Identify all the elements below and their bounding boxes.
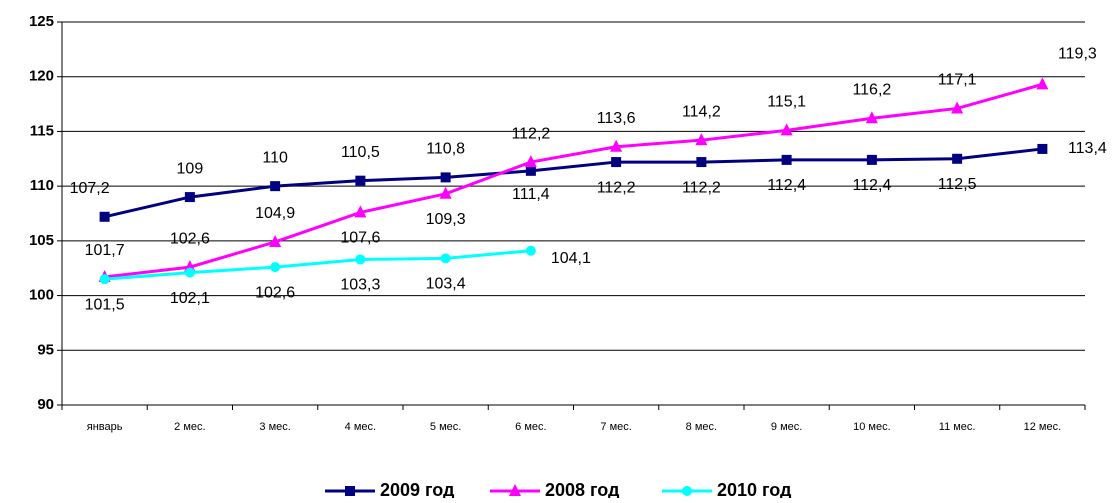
y-tick-label: 90 — [37, 396, 54, 413]
marker-square — [1037, 143, 1048, 154]
value-label: 112,4 — [767, 177, 806, 194]
marker-triangle — [509, 484, 521, 496]
marker-square — [99, 211, 110, 222]
value-label: 110 — [262, 149, 288, 166]
marker-triangle — [610, 139, 623, 152]
x-tick-label: 2 мес. — [174, 421, 205, 433]
y-tick-label: 105 — [29, 232, 54, 249]
marker-triangle — [524, 155, 537, 168]
marker-circle — [355, 254, 366, 265]
value-label: 116,2 — [852, 82, 891, 99]
x-tick-label: 8 мес. — [686, 421, 717, 433]
marker-square — [611, 157, 622, 168]
marker-triangle — [951, 101, 964, 114]
legend-label: 2010 год — [717, 480, 792, 498]
value-label: 102,6 — [255, 284, 295, 301]
value-label: 112,4 — [852, 177, 891, 194]
value-label: 110,5 — [341, 144, 380, 161]
value-label: 101,7 — [85, 242, 125, 259]
y-tick-label: 100 — [29, 287, 54, 304]
value-label: 112,2 — [511, 125, 550, 142]
marker-triangle — [269, 234, 282, 247]
value-label: 109 — [177, 160, 204, 177]
marker-square — [696, 157, 707, 168]
marker-square — [184, 192, 195, 203]
value-label: 114,2 — [682, 103, 721, 120]
value-label: 119,3 — [1058, 46, 1097, 63]
x-tick-label: 3 мес. — [259, 421, 290, 433]
value-label: 104,9 — [255, 205, 295, 222]
value-label: 101,5 — [85, 296, 125, 313]
value-label: 115,1 — [767, 94, 806, 111]
value-label: 112,5 — [938, 176, 977, 193]
legend-label: 2009 год — [380, 480, 455, 498]
x-tick-label: 12 мес. — [1024, 421, 1062, 433]
y-tick-label: 110 — [30, 177, 54, 194]
marker-circle — [270, 262, 281, 273]
y-tick-label: 95 — [37, 341, 54, 358]
marker-circle — [682, 486, 692, 496]
value-label: 102,1 — [170, 290, 210, 307]
x-tick-label: 9 мес. — [771, 421, 802, 433]
value-label: 113,6 — [597, 110, 636, 127]
value-label: 110,8 — [426, 141, 465, 158]
x-tick-label: 6 мес. — [515, 421, 546, 433]
value-label: 104,1 — [551, 250, 591, 267]
marker-square — [781, 154, 792, 165]
value-label: 107,2 — [70, 180, 110, 197]
value-label: 102,6 — [170, 230, 210, 247]
marker-square — [525, 165, 536, 176]
marker-triangle — [695, 133, 708, 146]
y-tick-label: 125 — [29, 13, 54, 30]
value-label: 111,4 — [512, 186, 550, 203]
value-label: 109,3 — [426, 211, 466, 228]
marker-circle — [184, 267, 195, 278]
value-label: 112,2 — [682, 179, 721, 196]
x-tick-label: 10 мес. — [853, 421, 891, 433]
marker-triangle — [439, 186, 452, 199]
y-tick-label: 115 — [30, 122, 54, 139]
line-series — [104, 249, 532, 281]
value-label: 112,2 — [597, 179, 636, 196]
marker-circle — [525, 245, 536, 256]
value-label: 117,1 — [938, 72, 977, 89]
line-series — [104, 147, 1043, 219]
marker-square — [440, 172, 451, 183]
legend-label: 2008 год — [545, 480, 620, 498]
marker-square — [270, 181, 281, 192]
value-label: 113,4 — [1068, 140, 1107, 157]
marker-circle — [440, 253, 451, 264]
y-tick-label: 120 — [29, 68, 54, 85]
marker-triangle — [1036, 77, 1049, 90]
marker-circle — [99, 274, 110, 285]
value-label: 103,3 — [340, 277, 380, 294]
x-tick-label: 7 мес. — [600, 421, 631, 433]
x-tick-label: 11 мес. — [939, 421, 976, 433]
marker-square — [952, 153, 963, 164]
x-tick-label: 5 мес. — [430, 421, 461, 433]
marker-square — [345, 486, 355, 496]
x-tick-label: январь — [87, 421, 123, 433]
value-label: 107,6 — [340, 230, 380, 247]
marker-triangle — [780, 123, 793, 136]
x-tick-label: 4 мес. — [345, 421, 376, 433]
marker-triangle — [354, 205, 367, 218]
value-label: 103,4 — [426, 276, 466, 293]
marker-square — [866, 154, 877, 165]
line-series — [104, 82, 1043, 279]
marker-triangle — [865, 111, 878, 124]
marker-square — [355, 175, 366, 186]
